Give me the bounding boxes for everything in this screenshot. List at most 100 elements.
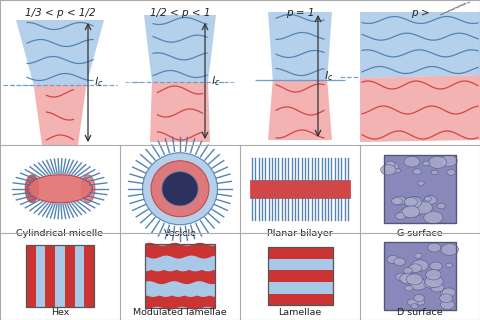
Ellipse shape: [424, 196, 437, 204]
Ellipse shape: [81, 175, 95, 203]
Text: Planar bilayer: Planar bilayer: [267, 229, 333, 238]
Text: $l_c$: $l_c$: [324, 69, 333, 83]
Bar: [384, 155, 456, 223]
Bar: [55, 245, 65, 307]
Bar: [267, 247, 333, 259]
Ellipse shape: [151, 161, 209, 217]
Polygon shape: [144, 15, 216, 82]
Ellipse shape: [440, 155, 457, 166]
Polygon shape: [268, 80, 332, 140]
Ellipse shape: [413, 201, 432, 214]
Polygon shape: [34, 85, 86, 145]
Bar: [26, 245, 94, 307]
Text: Vesicle: Vesicle: [164, 229, 196, 238]
Bar: [267, 259, 333, 270]
Text: $l_c$: $l_c$: [211, 74, 220, 88]
Ellipse shape: [415, 299, 425, 305]
Bar: [65, 245, 74, 307]
Text: Hex: Hex: [51, 308, 69, 317]
Bar: [267, 270, 333, 282]
Ellipse shape: [394, 258, 406, 266]
Ellipse shape: [385, 161, 395, 167]
Bar: [36, 245, 46, 307]
Text: 1/3 < p < 1/2: 1/3 < p < 1/2: [24, 8, 96, 18]
Text: p >: p >: [411, 8, 429, 18]
Text: 1/2 < p < 1: 1/2 < p < 1: [150, 8, 210, 18]
Ellipse shape: [424, 280, 436, 288]
Ellipse shape: [447, 170, 456, 175]
Ellipse shape: [426, 270, 441, 280]
Bar: [384, 242, 456, 310]
Bar: [267, 294, 333, 305]
Bar: [384, 155, 456, 223]
Ellipse shape: [25, 175, 39, 203]
Ellipse shape: [423, 161, 430, 166]
Ellipse shape: [430, 262, 442, 270]
Ellipse shape: [384, 162, 399, 172]
Ellipse shape: [441, 244, 458, 255]
Bar: [26, 245, 94, 307]
Ellipse shape: [143, 153, 217, 225]
Text: p = 1: p = 1: [286, 8, 314, 18]
Ellipse shape: [446, 263, 453, 268]
Ellipse shape: [441, 300, 455, 309]
Ellipse shape: [400, 276, 411, 283]
Bar: [145, 244, 215, 308]
Text: Lamellae: Lamellae: [278, 308, 322, 317]
Ellipse shape: [396, 212, 406, 220]
Ellipse shape: [440, 294, 453, 303]
Polygon shape: [268, 12, 332, 80]
Ellipse shape: [442, 288, 456, 297]
Ellipse shape: [394, 168, 400, 173]
Bar: [267, 247, 333, 305]
Ellipse shape: [404, 197, 421, 208]
Ellipse shape: [403, 268, 412, 274]
Ellipse shape: [404, 156, 420, 167]
Polygon shape: [360, 75, 480, 142]
Ellipse shape: [404, 197, 418, 206]
Bar: [267, 247, 333, 305]
Text: D surface: D surface: [397, 308, 443, 317]
Bar: [26, 245, 36, 307]
Ellipse shape: [393, 196, 406, 205]
Ellipse shape: [402, 206, 420, 218]
Ellipse shape: [405, 285, 413, 291]
Ellipse shape: [407, 274, 423, 285]
Ellipse shape: [381, 165, 396, 175]
Bar: [46, 245, 55, 307]
Ellipse shape: [418, 181, 424, 185]
Ellipse shape: [392, 197, 402, 205]
Ellipse shape: [411, 304, 418, 308]
Ellipse shape: [414, 294, 424, 301]
Ellipse shape: [27, 175, 93, 203]
Bar: [84, 245, 94, 307]
Ellipse shape: [162, 172, 198, 206]
Ellipse shape: [408, 299, 417, 306]
Ellipse shape: [396, 273, 407, 280]
Ellipse shape: [431, 170, 438, 175]
Ellipse shape: [425, 276, 443, 288]
Ellipse shape: [413, 169, 421, 174]
Bar: [267, 282, 333, 294]
Ellipse shape: [424, 196, 432, 201]
Polygon shape: [360, 12, 480, 78]
Bar: [74, 245, 84, 307]
Ellipse shape: [437, 203, 445, 209]
Ellipse shape: [423, 206, 431, 211]
Text: G surface: G surface: [397, 229, 443, 238]
Ellipse shape: [429, 156, 447, 168]
Polygon shape: [16, 20, 104, 85]
Ellipse shape: [428, 243, 441, 252]
Ellipse shape: [400, 273, 416, 284]
Ellipse shape: [424, 211, 443, 224]
Ellipse shape: [411, 260, 429, 271]
Ellipse shape: [440, 289, 452, 298]
Text: Cylindrical micelle: Cylindrical micelle: [16, 229, 104, 238]
Text: $l_c$: $l_c$: [94, 76, 103, 89]
Ellipse shape: [414, 253, 422, 258]
Bar: [250, 180, 350, 198]
Text: Modulated lamellae: Modulated lamellae: [133, 308, 227, 317]
Polygon shape: [150, 82, 210, 142]
Bar: [145, 244, 215, 308]
Ellipse shape: [408, 196, 423, 206]
